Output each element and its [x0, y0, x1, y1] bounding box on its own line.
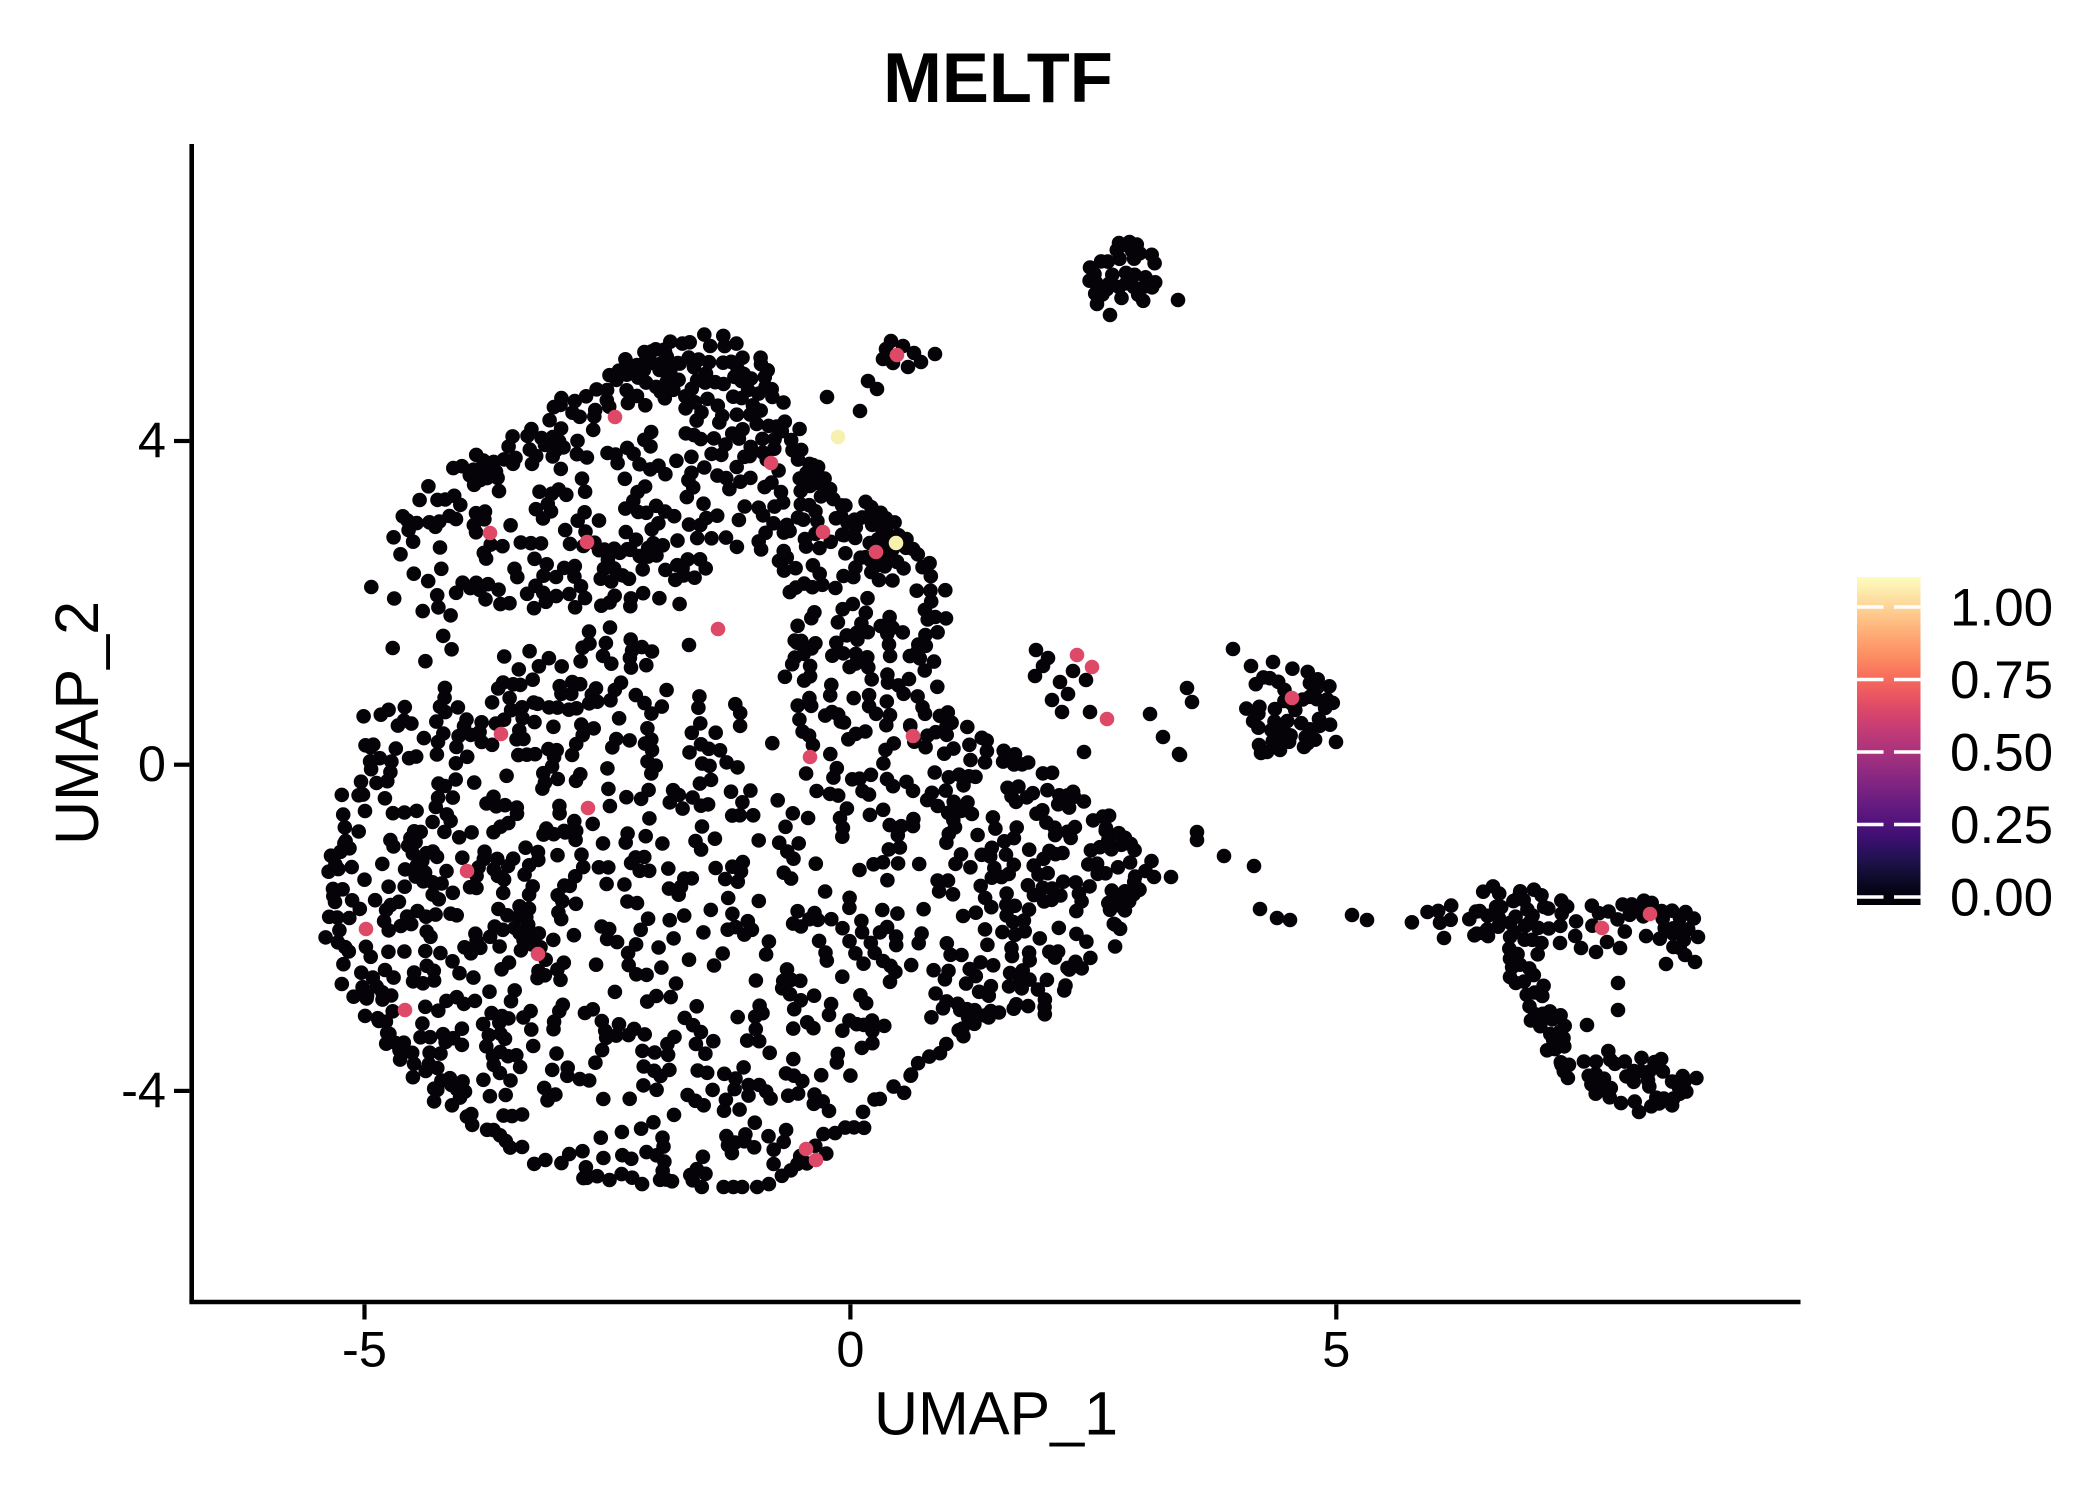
svg-text:0: 0	[138, 735, 166, 792]
svg-text:MELTF: MELTF	[883, 38, 1113, 117]
svg-text:-4: -4	[121, 1061, 166, 1118]
svg-text:4: 4	[138, 412, 166, 469]
svg-text:UMAP_1: UMAP_1	[874, 1380, 1118, 1448]
svg-text:1.00: 1.00	[1950, 579, 2053, 638]
svg-text:0.25: 0.25	[1950, 796, 2053, 855]
svg-text:0: 0	[836, 1320, 864, 1377]
svg-text:-5: -5	[342, 1320, 387, 1377]
svg-text:0.00: 0.00	[1950, 869, 2053, 928]
svg-text:0.75: 0.75	[1950, 651, 2053, 710]
svg-text:0.50: 0.50	[1950, 724, 2053, 783]
svg-text:5: 5	[1322, 1320, 1350, 1377]
svg-text:UMAP_2: UMAP_2	[43, 601, 111, 845]
